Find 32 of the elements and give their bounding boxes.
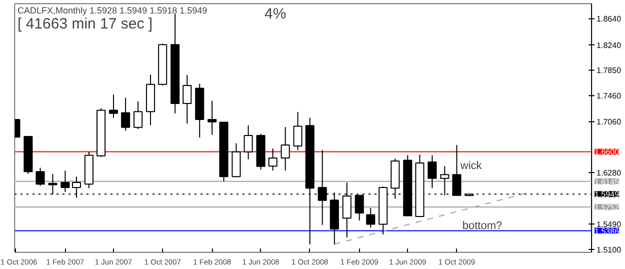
ref-line-label: 1.5386	[594, 226, 620, 236]
candlestick	[452, 144, 462, 196]
annotation: 4%	[264, 6, 286, 22]
y-tick-label: 1.8640	[596, 14, 622, 24]
y-tick-label: 1.7460	[596, 92, 622, 101]
candlestick	[208, 100, 217, 136]
candlestick	[268, 148, 278, 172]
annotation: wick	[459, 160, 482, 172]
ref-line-label: 1.6145	[594, 177, 620, 186]
y-tick-label: 1.6280	[596, 168, 622, 178]
ref-line-label: 1.6600	[594, 148, 620, 157]
y-tick-label: 1.7060	[596, 118, 622, 127]
candlestick	[60, 170, 70, 192]
candlestick	[293, 112, 302, 151]
y-tick-label: 1.8240	[596, 40, 622, 50]
ref-line-label: 1.5949	[594, 190, 620, 200]
candlestick	[182, 74, 192, 124]
y-tick-label: 1.5490	[596, 220, 622, 230]
candlestick	[280, 126, 290, 172]
annotation: [ 41663 min 17 sec ]	[18, 16, 153, 32]
candlestick	[244, 124, 253, 160]
chart-title: CADLFX,Monthly 1.5928 1.5949 1.5918 1.5949	[18, 6, 208, 16]
ref-line-label: 1.5752	[594, 202, 620, 212]
y-tick-label: 1.7850	[596, 66, 622, 76]
annotation: bottom?	[462, 220, 502, 232]
candlestick	[36, 167, 45, 186]
candlestick	[134, 100, 143, 130]
candlestick	[108, 94, 118, 118]
y-tick-label: 1.5100	[596, 245, 622, 254]
candlestick	[428, 154, 437, 189]
candlestick	[121, 97, 130, 132]
candlestick	[366, 207, 376, 228]
